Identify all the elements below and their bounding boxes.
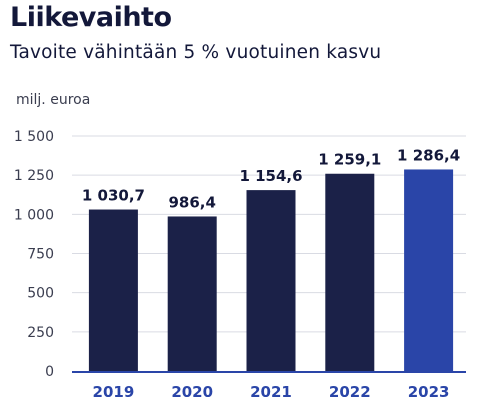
y-tick-label: 500	[27, 286, 54, 302]
y-tick-label: 1 500	[14, 129, 54, 145]
y-tick-label: 250	[27, 325, 54, 341]
x-tick-label: 2020	[171, 383, 213, 401]
data-label: 1 286,4	[397, 146, 460, 164]
data-label: 1 259,1	[318, 151, 381, 169]
chart-subtitle: Tavoite vähintään 5 % vuotuinen kasvu	[10, 42, 382, 63]
y-tick-label: 0	[45, 364, 54, 380]
y-tick-label: 750	[27, 247, 54, 263]
bar	[325, 173, 375, 371]
x-tick-label: 2022	[329, 383, 371, 401]
y-tick-label: 1 250	[14, 168, 54, 184]
bar	[88, 209, 138, 371]
y-tick-label: 1 000	[14, 207, 54, 223]
data-label: 1 154,6	[239, 167, 302, 185]
y-axis-unit-label: milj. euroa	[16, 92, 91, 108]
x-tick-label: 2019	[93, 383, 135, 401]
data-label: 1 030,7	[82, 187, 145, 205]
data-label: 986,4	[168, 193, 215, 211]
chart-title: Liikevaihto	[10, 2, 172, 33]
bar	[167, 216, 217, 371]
bar	[404, 169, 454, 371]
x-tick-label: 2021	[250, 383, 292, 401]
x-tick-label: 2023	[408, 383, 450, 401]
bar	[246, 190, 296, 371]
